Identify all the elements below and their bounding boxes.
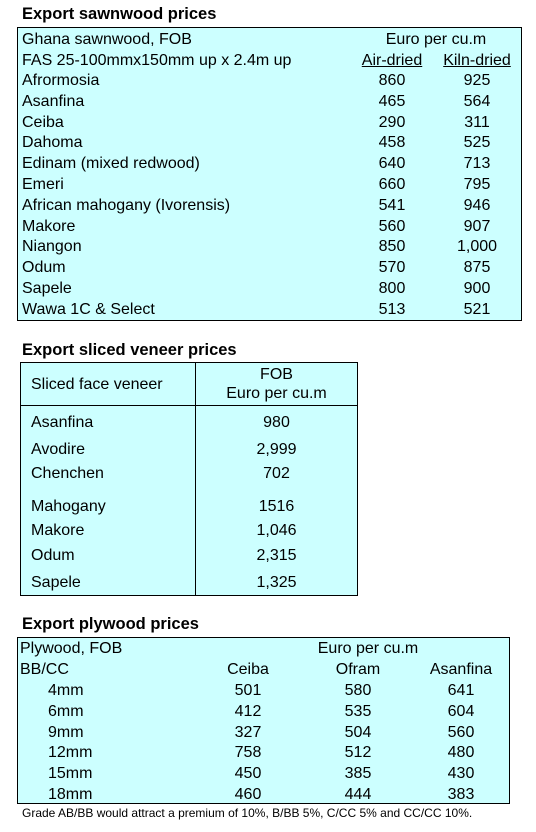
sawnwood-col-kiln-dried: Kiln-dried xyxy=(443,52,511,69)
plywood-ceiba-price: 450 xyxy=(234,765,262,783)
veneer-header-divider xyxy=(21,405,357,406)
plywood-ceiba-price: 327 xyxy=(234,723,262,741)
veneer-price: 2,999 xyxy=(256,441,297,458)
sawnwood-kiln-dried-price: 521 xyxy=(463,300,491,318)
veneer-price: 980 xyxy=(263,414,290,431)
plywood-ofram-price: 512 xyxy=(344,744,372,762)
plywood-ofram-price: 504 xyxy=(344,723,372,741)
sawnwood-kiln-dried-price: 907 xyxy=(463,217,491,235)
sawnwood-air-dried-price: 660 xyxy=(378,176,406,193)
sawnwood-species: African mahogany (Ivorensis) xyxy=(22,196,231,214)
veneer-table: Sliced face veneer FOB Euro per cu.m Asa… xyxy=(20,362,358,596)
veneer-title: Export sliced veneer prices xyxy=(22,341,237,359)
sawnwood-air-dried-price: 800 xyxy=(378,280,406,297)
veneer-price: 1516 xyxy=(258,498,295,515)
veneer-column-divider xyxy=(195,363,196,595)
sawnwood-header-currency: Euro per cu.m xyxy=(385,31,487,48)
plywood-thickness: 12mm xyxy=(48,744,93,762)
veneer-species: Chenchen xyxy=(31,465,104,482)
plywood-thickness: 4mm xyxy=(48,682,84,699)
sawnwood-air-dried-price: 850 xyxy=(378,238,406,256)
sawnwood-col-air-dried: Air-dried xyxy=(361,52,423,69)
sawnwood-header-origin: Ghana sawnwood, FOB xyxy=(22,31,192,48)
sawnwood-kiln-dried-price: 1,000 xyxy=(456,238,498,256)
plywood-thickness: 9mm xyxy=(48,723,84,741)
sawnwood-air-dried-price: 458 xyxy=(378,134,406,152)
plywood-header-origin: Plywood, FOB xyxy=(20,640,123,657)
sawnwood-kiln-dried-price: 875 xyxy=(463,259,491,277)
plywood-asanfina-price: 641 xyxy=(447,682,475,699)
sawnwood-air-dried-price: 465 xyxy=(378,92,406,110)
veneer-species: Odum xyxy=(31,547,75,564)
sawnwood-kiln-dried-price: 946 xyxy=(463,196,491,214)
sawnwood-header-spec: FAS 25-100mmx150mm up x 2.4m up xyxy=(22,52,292,69)
plywood-grade-note: Grade AB/BB would attract a premium of 1… xyxy=(22,806,473,820)
plywood-asanfina-price: 560 xyxy=(447,723,475,741)
sawnwood-species: Dahoma xyxy=(22,134,83,152)
sawnwood-air-dried-price: 860 xyxy=(378,72,406,89)
veneer-species: Makore xyxy=(31,522,85,539)
veneer-species: Mahogany xyxy=(31,498,106,515)
sawnwood-table: Ghana sawnwood, FOB Euro per cu.m FAS 25… xyxy=(17,27,522,321)
sawnwood-kiln-dried-price: 311 xyxy=(464,113,490,131)
plywood-header-currency: Euro per cu.m xyxy=(317,640,419,657)
plywood-ceiba-price: 501 xyxy=(234,682,262,699)
veneer-price: 702 xyxy=(263,465,290,482)
plywood-thickness: 15mm xyxy=(48,765,93,783)
plywood-col-ceiba: Ceiba xyxy=(227,661,269,678)
sawnwood-species: Ceiba xyxy=(22,113,64,131)
sawnwood-air-dried-price: 290 xyxy=(378,113,406,131)
plywood-header-grade: BB/CC xyxy=(20,661,69,678)
sawnwood-air-dried-price: 541 xyxy=(378,196,406,214)
sawnwood-species: Afrormosia xyxy=(22,72,100,89)
sawnwood-species: Niangon xyxy=(22,238,82,256)
plywood-asanfina-price: 383 xyxy=(447,786,475,803)
sawnwood-kiln-dried-price: 795 xyxy=(463,176,491,193)
plywood-col-ofram: Ofram xyxy=(335,661,381,678)
plywood-ceiba-price: 758 xyxy=(234,744,262,762)
sawnwood-air-dried-price: 513 xyxy=(378,300,406,318)
veneer-price: 1,325 xyxy=(256,574,297,591)
plywood-col-asanfina: Asanfina xyxy=(429,661,493,678)
sawnwood-kiln-dried-price: 900 xyxy=(463,280,491,297)
veneer-price: 1,046 xyxy=(256,522,297,539)
veneer-species: Sapele xyxy=(31,574,81,591)
sawnwood-title: Export sawnwood prices xyxy=(22,5,217,23)
plywood-thickness: 18mm xyxy=(48,786,93,803)
plywood-asanfina-price: 430 xyxy=(447,765,475,783)
sawnwood-kiln-dried-price: 713 xyxy=(463,155,491,173)
plywood-ofram-price: 385 xyxy=(344,765,372,783)
veneer-species: Asanfina xyxy=(31,414,94,431)
sawnwood-kiln-dried-price: 525 xyxy=(463,134,491,152)
plywood-ofram-price: 535 xyxy=(344,702,372,720)
veneer-col-unit: Euro per cu.m xyxy=(226,385,327,402)
sawnwood-kiln-dried-price: 925 xyxy=(463,72,491,89)
plywood-ofram-price: 580 xyxy=(344,682,372,699)
plywood-title: Export plywood prices xyxy=(22,615,199,633)
plywood-thickness: 6mm xyxy=(48,702,84,720)
plywood-asanfina-price: 480 xyxy=(447,744,475,762)
sawnwood-air-dried-price: 640 xyxy=(378,155,406,173)
sawnwood-kiln-dried-price: 564 xyxy=(463,92,491,110)
sawnwood-air-dried-price: 560 xyxy=(378,217,406,235)
plywood-ceiba-price: 412 xyxy=(234,702,262,720)
veneer-col-name: Sliced face veneer xyxy=(31,376,163,393)
veneer-price: 2,315 xyxy=(256,547,297,564)
sawnwood-species: Emeri xyxy=(22,176,64,193)
sawnwood-air-dried-price: 570 xyxy=(378,259,406,277)
sawnwood-species: Edinam (mixed redwood) xyxy=(22,155,200,173)
plywood-table: Plywood, FOB Euro per cu.m BB/CC Ceiba O… xyxy=(17,637,510,804)
plywood-ofram-price: 444 xyxy=(344,786,372,803)
sawnwood-species: Asanfina xyxy=(22,92,85,110)
veneer-species: Avodire xyxy=(31,441,85,458)
sawnwood-species: Wawa 1C & Select xyxy=(22,300,155,318)
plywood-asanfina-price: 604 xyxy=(447,702,475,720)
sawnwood-species: Sapele xyxy=(22,280,72,297)
sawnwood-species: Odum xyxy=(22,259,66,277)
veneer-col-fob: FOB xyxy=(260,366,293,383)
plywood-ceiba-price: 460 xyxy=(234,786,262,803)
sawnwood-species: Makore xyxy=(22,217,76,235)
